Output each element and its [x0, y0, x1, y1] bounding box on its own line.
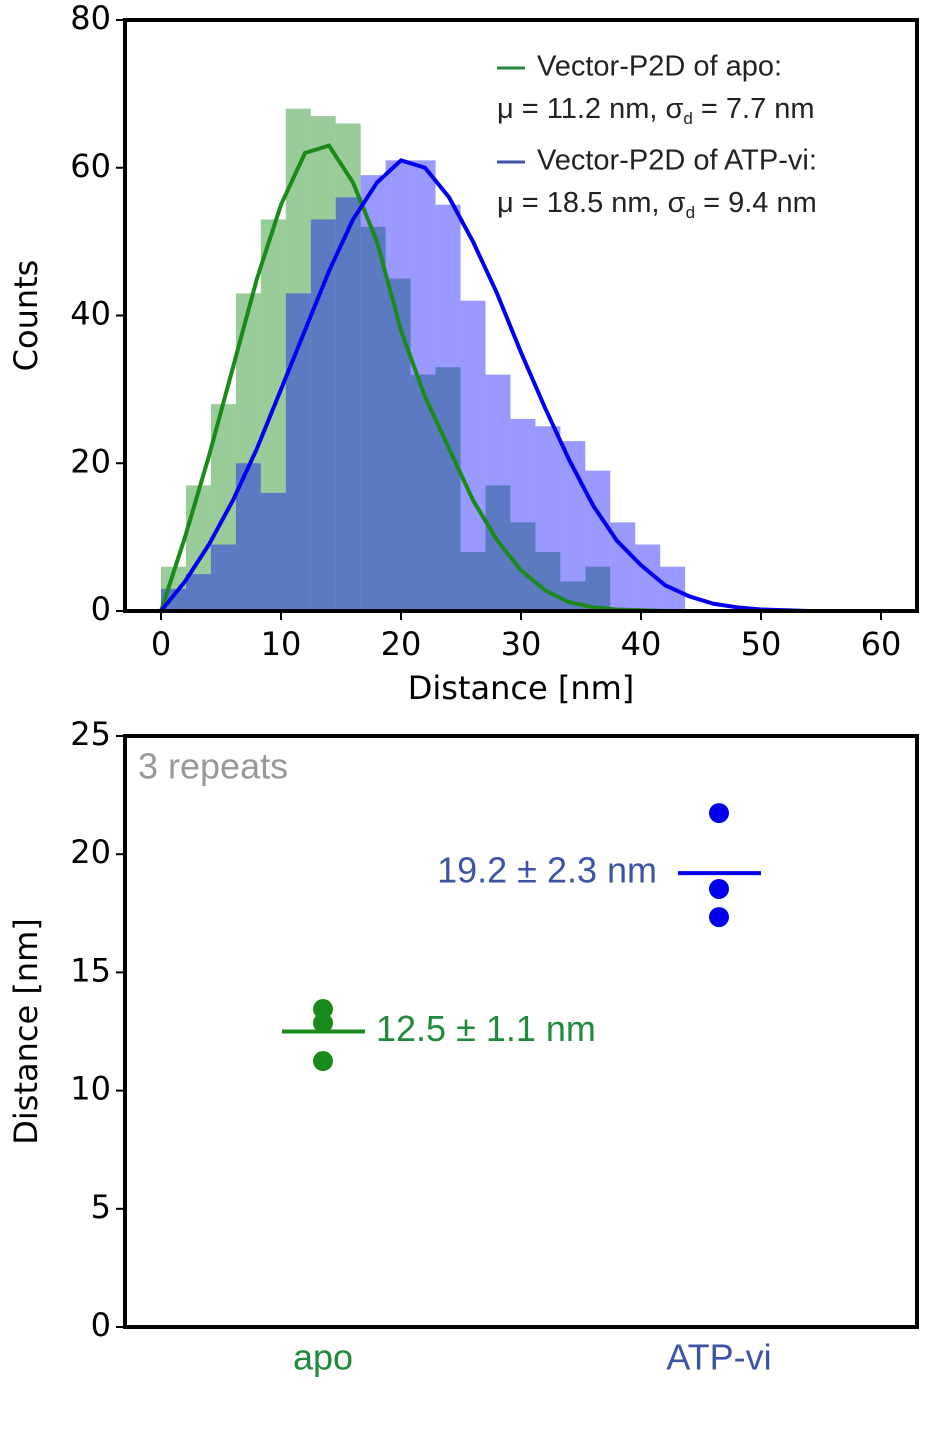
y-axis-label: Distance [nm] [7, 918, 45, 1145]
y-tick-label: 25 [70, 715, 111, 753]
histogram-bar [535, 551, 561, 611]
data-point [313, 1051, 333, 1072]
y-tick-label: 40 [70, 295, 111, 333]
y-tick-label: 5 [91, 1188, 111, 1226]
legend-label: Vector-P2D of apo: [537, 51, 782, 83]
histogram-bar [510, 522, 536, 611]
y-tick-label: 0 [91, 590, 111, 628]
x-tick-label: 10 [261, 625, 302, 663]
y-tick-label: 20 [70, 833, 111, 871]
histogram-bar [385, 160, 411, 612]
histogram-bar [435, 204, 461, 611]
x-tick-label: ATP-vi [666, 1337, 771, 1378]
plot-frame [123, 18, 919, 613]
y-tick-label: 0 [91, 1306, 111, 1344]
y-tick-label: 10 [70, 1070, 111, 1108]
legend-fit-text: = 9.4 nm [695, 187, 817, 219]
histogram-bar [435, 367, 461, 611]
x-tick-label: 0 [151, 625, 171, 663]
histogram-bar [385, 278, 411, 611]
legend-fit-text: = 7.7 nm [693, 93, 815, 125]
histogram-bar [260, 219, 286, 611]
histogram-bar [510, 418, 536, 611]
legend-subscript: d [686, 203, 695, 222]
x-tick-label: 40 [621, 625, 662, 663]
histogram-bar [585, 470, 611, 611]
mean-label: 12.5 ± 1.1 nm [376, 1008, 596, 1049]
y-axis-label: Counts [7, 260, 45, 372]
histogram-bar [185, 574, 211, 611]
data-point [709, 878, 729, 899]
data-point [709, 803, 729, 824]
x-tick-label: 20 [381, 625, 422, 663]
histogram-bar [360, 226, 386, 611]
legend-fit-label: μ = 11.2 nm, σd = 7.7 nm [497, 93, 815, 129]
histogram-bar [285, 108, 311, 612]
annotation: 3 repeats [138, 746, 288, 787]
y-tick-label: 80 [70, 0, 111, 37]
histogram-bar [335, 123, 361, 612]
x-tick-label: 60 [861, 625, 902, 663]
legend-label: Vector-P2D of ATP-vi: [537, 145, 817, 177]
x-tick-label: apo [293, 1337, 353, 1378]
histogram-bar [310, 116, 336, 611]
data-point [313, 1012, 333, 1033]
histogram-bar [460, 551, 486, 611]
y-tick-label: 20 [70, 442, 111, 480]
histogram-bar [535, 426, 561, 611]
histogram-bar [360, 175, 386, 611]
histogram-bar [210, 544, 236, 611]
mean-label: 19.2 ± 2.3 nm [437, 850, 657, 891]
x-axis-label: Distance [nm] [408, 669, 635, 707]
histogram-bar [335, 197, 361, 612]
histogram-bar [310, 219, 336, 611]
legend-fit-text: μ = 18.5 nm, σ [497, 187, 686, 219]
histogram-bar [585, 566, 611, 611]
data-point [313, 999, 333, 1020]
legend-fit-text: μ = 11.2 nm, σ [497, 93, 684, 125]
x-tick-label: 50 [741, 625, 782, 663]
histogram-bar [260, 492, 286, 611]
y-tick-label: 60 [70, 147, 111, 185]
legend-subscript: d [683, 109, 692, 128]
histogram-bar [285, 293, 311, 611]
legend-fit-label: μ = 18.5 nm, σd = 9.4 nm [497, 187, 817, 223]
histogram-bar [485, 485, 511, 611]
y-tick-label: 15 [70, 951, 111, 989]
histogram-bar [485, 374, 511, 611]
plot-frame [123, 734, 919, 1329]
x-tick-label: 30 [501, 625, 542, 663]
data-point [709, 907, 729, 928]
histogram-bar [460, 300, 486, 611]
